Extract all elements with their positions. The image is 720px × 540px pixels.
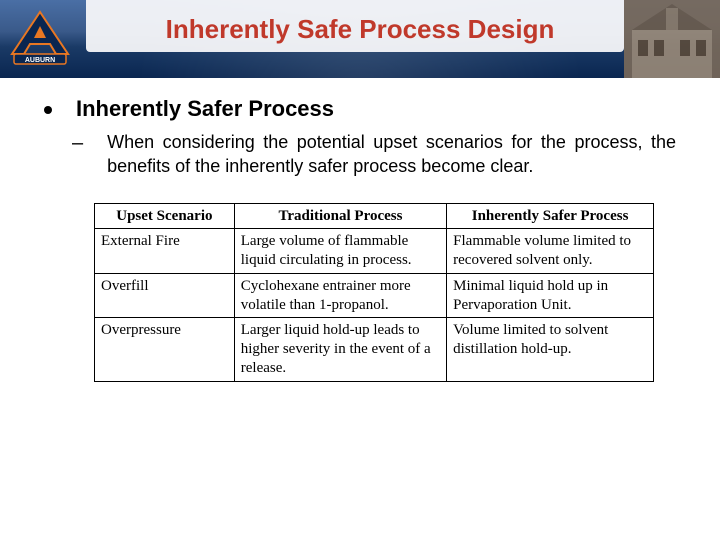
table-row: Overpressure Larger liquid hold-up leads… [95,318,654,381]
table-header: Traditional Process [234,203,446,229]
table-row: Overfill Cyclohexane entrainer more vola… [95,273,654,318]
table-cell: Volume limited to solvent distillation h… [447,318,654,381]
slide-content: Inherently Safer Process – When consider… [0,78,720,382]
table-cell: Minimal liquid hold up in Pervaporation … [447,273,654,318]
table-cell: Flammable volume limited to recovered so… [447,229,654,274]
slide-title: Inherently Safe Process Design [0,14,720,45]
header-band: AUBURN Inherently Safe Process Design [0,0,720,78]
table-cell: Overpressure [95,318,235,381]
table-cell: Larger liquid hold-up leads to higher se… [234,318,446,381]
dash-icon: – [72,130,83,156]
table-header: Upset Scenario [95,203,235,229]
bullet-level-2: – When considering the potential upset s… [72,130,682,179]
bullet-subtext: When considering the potential upset sce… [107,130,682,179]
bullet-dot-icon [44,106,52,114]
bullet-level-1: Inherently Safer Process [38,96,682,122]
svg-text:AUBURN: AUBURN [25,57,55,64]
table-cell: Cyclohexane entrainer more volatile than… [234,273,446,318]
table-header: Inherently Safer Process [447,203,654,229]
table-row: External Fire Large volume of flammable … [95,229,654,274]
table-cell: Large volume of flammable liquid circula… [234,229,446,274]
table-cell: External Fire [95,229,235,274]
comparison-table-wrap: Upset Scenario Traditional Process Inher… [94,203,654,382]
table-cell: Overfill [95,273,235,318]
table-header-row: Upset Scenario Traditional Process Inher… [95,203,654,229]
bullet-heading: Inherently Safer Process [76,96,334,122]
comparison-table: Upset Scenario Traditional Process Inher… [94,203,654,382]
